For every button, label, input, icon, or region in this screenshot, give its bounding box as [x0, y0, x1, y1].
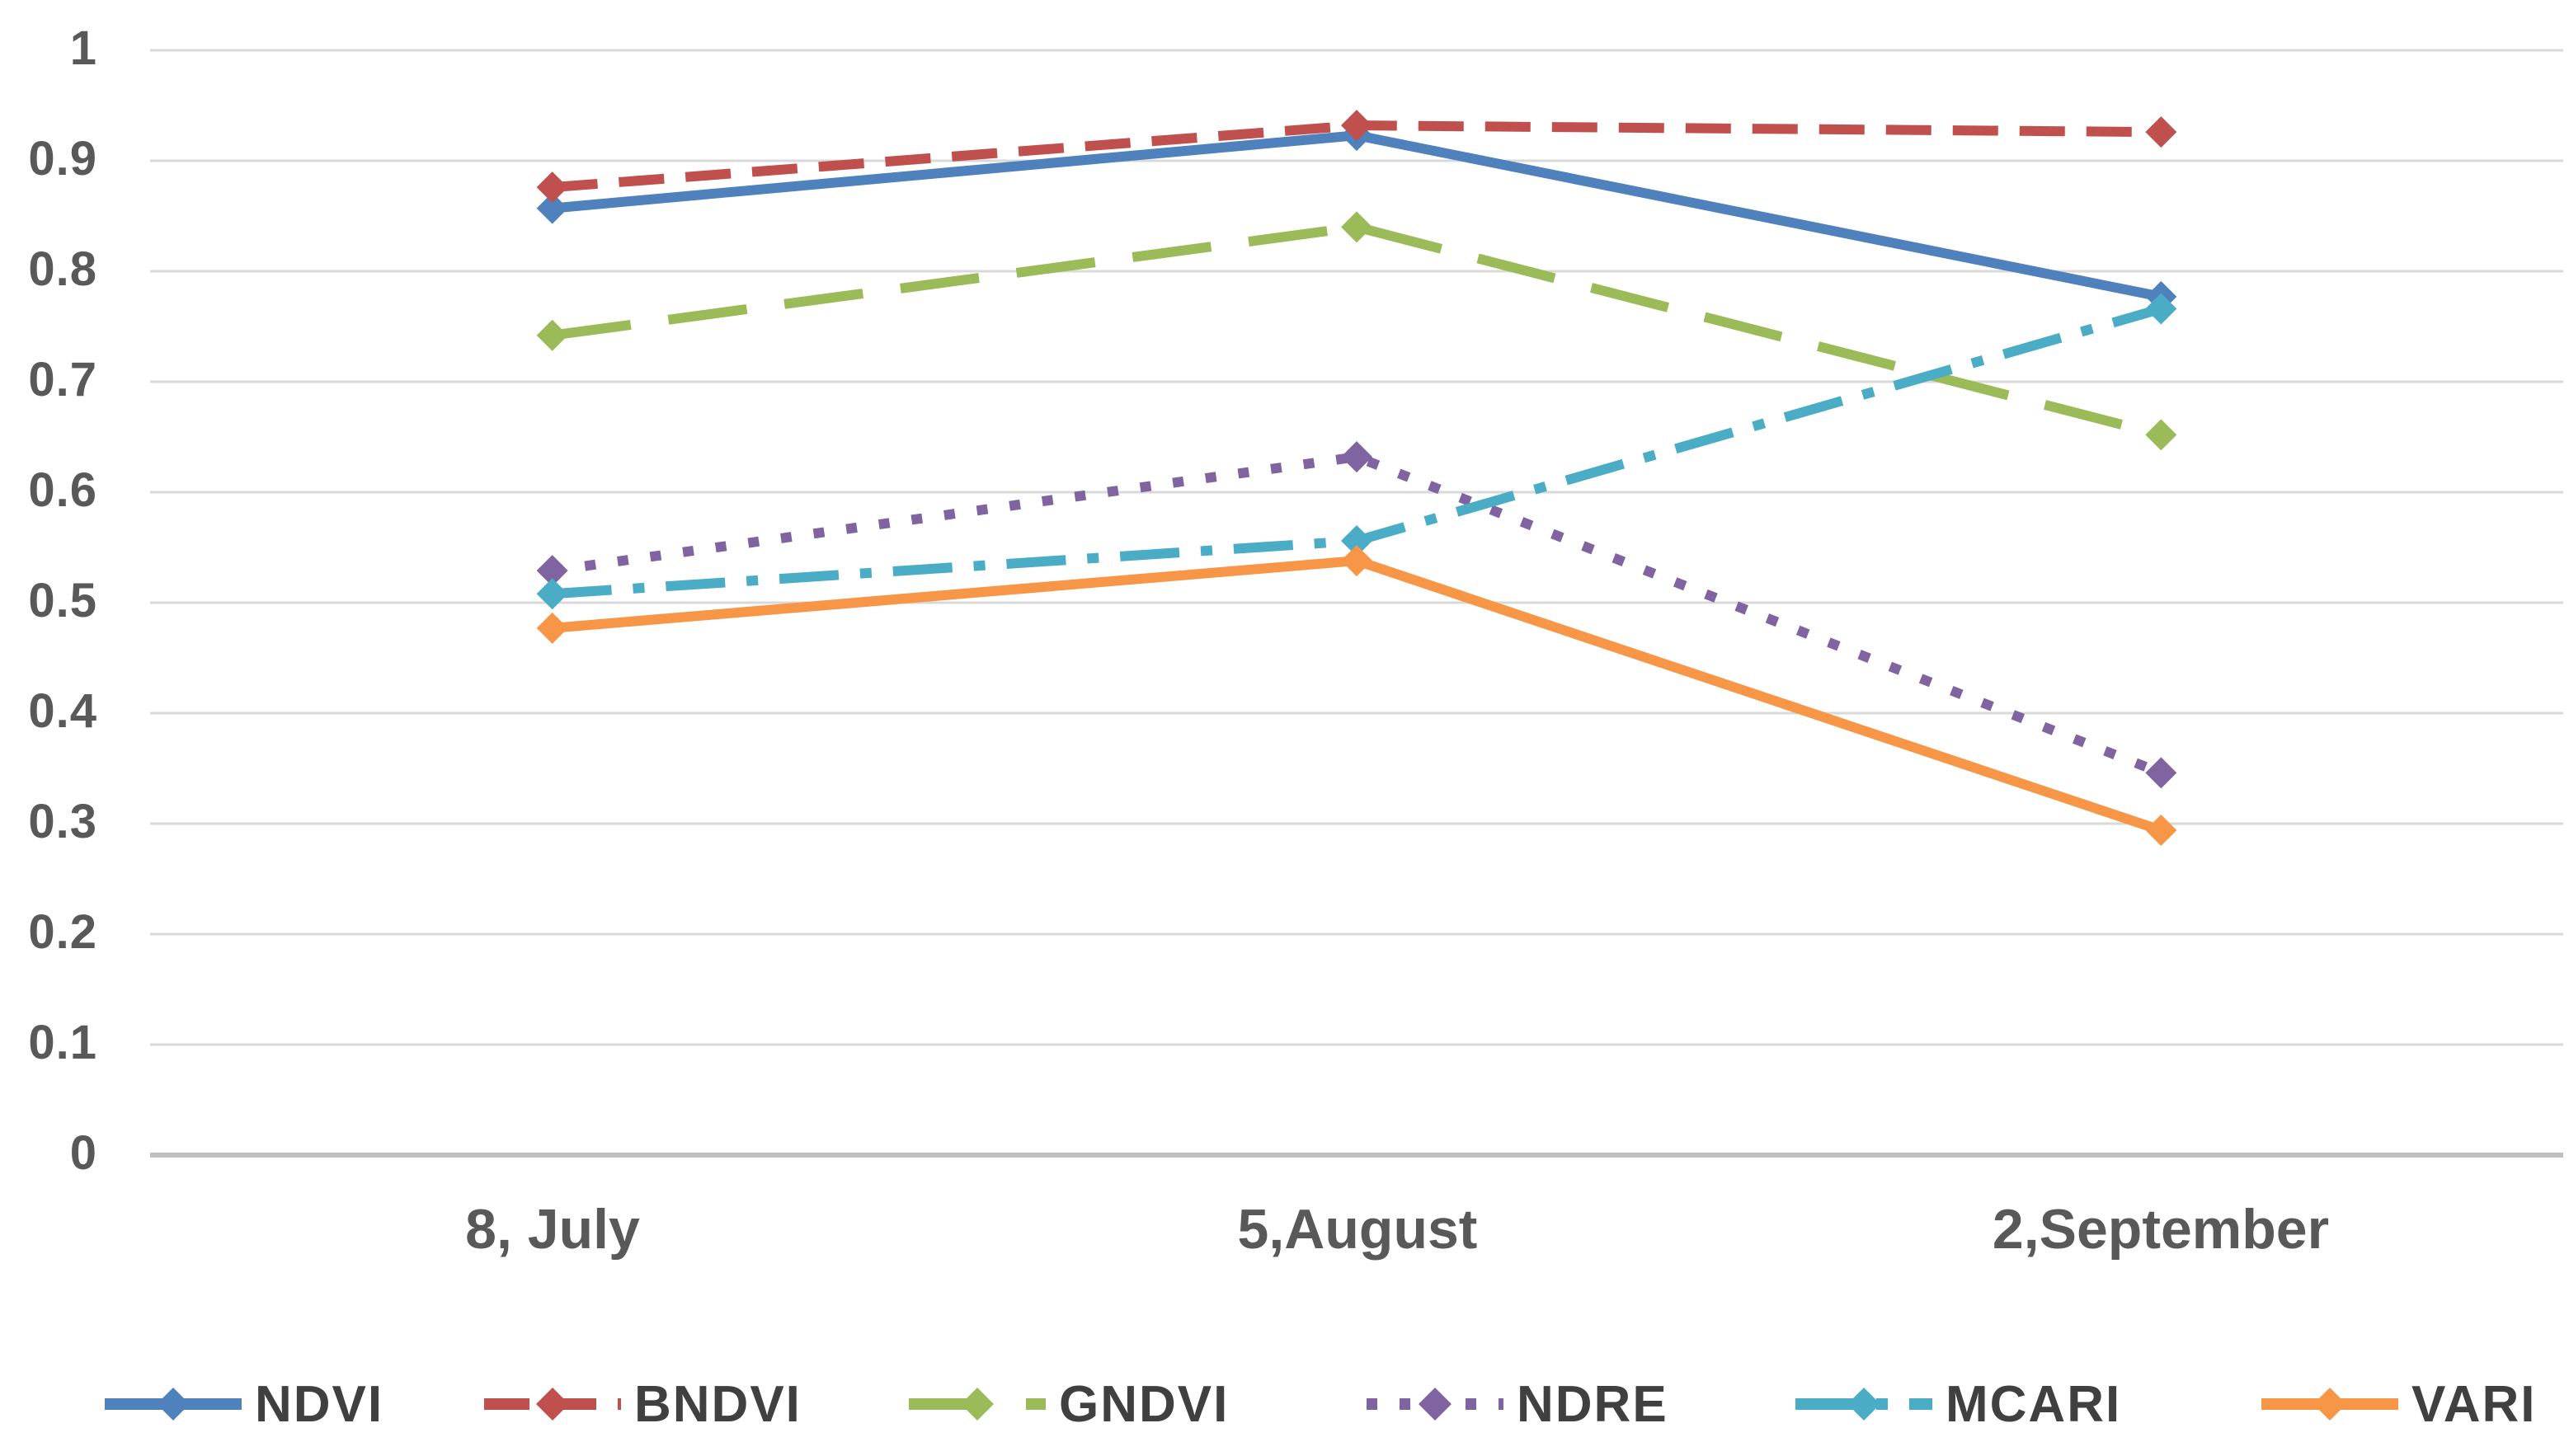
x-axis-label-september: 2,September — [1992, 1198, 2330, 1261]
legend-label-ndvi: NDVI — [255, 1375, 384, 1433]
legend-label-ndre: NDRE — [1517, 1375, 1668, 1433]
chart-legend: NDVI BNDVI GNDVI NDRE MCARI VARI — [0, 1359, 2569, 1449]
series-line-GNDVI — [551, 222, 2162, 440]
series-NDRE — [536, 441, 2177, 789]
legend-marker — [961, 1388, 994, 1421]
legend-marker — [536, 1388, 569, 1421]
y-tick-label: 0.5 — [28, 573, 97, 627]
marker-VARI-2 — [2145, 815, 2177, 847]
x-axis-label-august: 5,August — [1237, 1198, 1478, 1261]
legend-marker — [1847, 1388, 1880, 1421]
marker-BNDVI-0 — [536, 171, 568, 204]
marker-MCARI-2 — [2145, 293, 2177, 325]
x-axis-label-july: 8, July — [465, 1198, 640, 1261]
legend-item-gndvi: GNDVI — [907, 1359, 1229, 1449]
marker-NDRE-2 — [2145, 757, 2177, 789]
y-tick-label: 0.6 — [28, 463, 97, 517]
legend-swatch-vari-icon — [2261, 1388, 2398, 1421]
y-tick-label: 0.3 — [28, 794, 97, 848]
marker-MCARI-0 — [536, 578, 568, 610]
series-VARI — [536, 545, 2177, 847]
legend-swatch-gndvi-icon — [909, 1388, 1046, 1421]
legend-marker — [2313, 1388, 2346, 1421]
series-MCARI — [536, 293, 2177, 610]
marker-VARI-0 — [536, 612, 568, 644]
series-line-NDRE — [551, 452, 2163, 777]
y-tick-label: 0 — [69, 1125, 97, 1180]
marker-NDRE-1 — [1341, 441, 1372, 473]
legend-swatch-ndre-icon — [1367, 1388, 1503, 1421]
legend-swatch-bndvi-icon — [484, 1388, 621, 1421]
marker-GNDVI-1 — [1341, 211, 1372, 243]
y-tick-label: 0.9 — [28, 131, 97, 186]
legend-item-bndvi: BNDVI — [482, 1359, 802, 1449]
marker-MCARI-1 — [1341, 524, 1372, 557]
legend-label-vari: VARI — [2411, 1375, 2537, 1433]
marker-GNDVI-0 — [536, 319, 568, 351]
marker-NDRE-0 — [536, 555, 568, 587]
marker-BNDVI-1 — [1341, 110, 1372, 142]
marker-BNDVI-2 — [2145, 116, 2177, 148]
legend-swatch-ndvi-icon — [105, 1388, 242, 1421]
legend-label-bndvi: BNDVI — [634, 1375, 802, 1433]
legend-item-vari: VARI — [2260, 1359, 2537, 1449]
series-GNDVI — [536, 211, 2177, 451]
y-tick-label: 1 — [69, 21, 97, 75]
legend-item-mcari: MCARI — [1794, 1359, 2121, 1449]
legend-marker — [157, 1388, 190, 1421]
marker-GNDVI-2 — [2145, 419, 2177, 451]
legend-item-ndre: NDRE — [1365, 1359, 1668, 1449]
marker-VARI-1 — [1341, 545, 1372, 577]
legend-label-gndvi: GNDVI — [1059, 1375, 1230, 1433]
y-tick-label: 0.7 — [28, 352, 97, 406]
legend-swatch-mcari-icon — [1795, 1388, 1932, 1421]
y-tick-label: 0.4 — [28, 683, 97, 738]
series-line-VARI — [552, 556, 2163, 835]
marker-NDVI-0 — [536, 192, 568, 224]
series-BNDVI — [536, 110, 2177, 204]
legend-item-ndvi: NDVI — [103, 1359, 383, 1449]
legend-marker — [1419, 1388, 1452, 1421]
legend-label-mcari: MCARI — [1946, 1375, 2122, 1433]
y-tick-label: 0.1 — [28, 1015, 97, 1069]
y-tick-label: 0.8 — [28, 242, 97, 296]
y-tick-label: 0.2 — [28, 904, 97, 959]
